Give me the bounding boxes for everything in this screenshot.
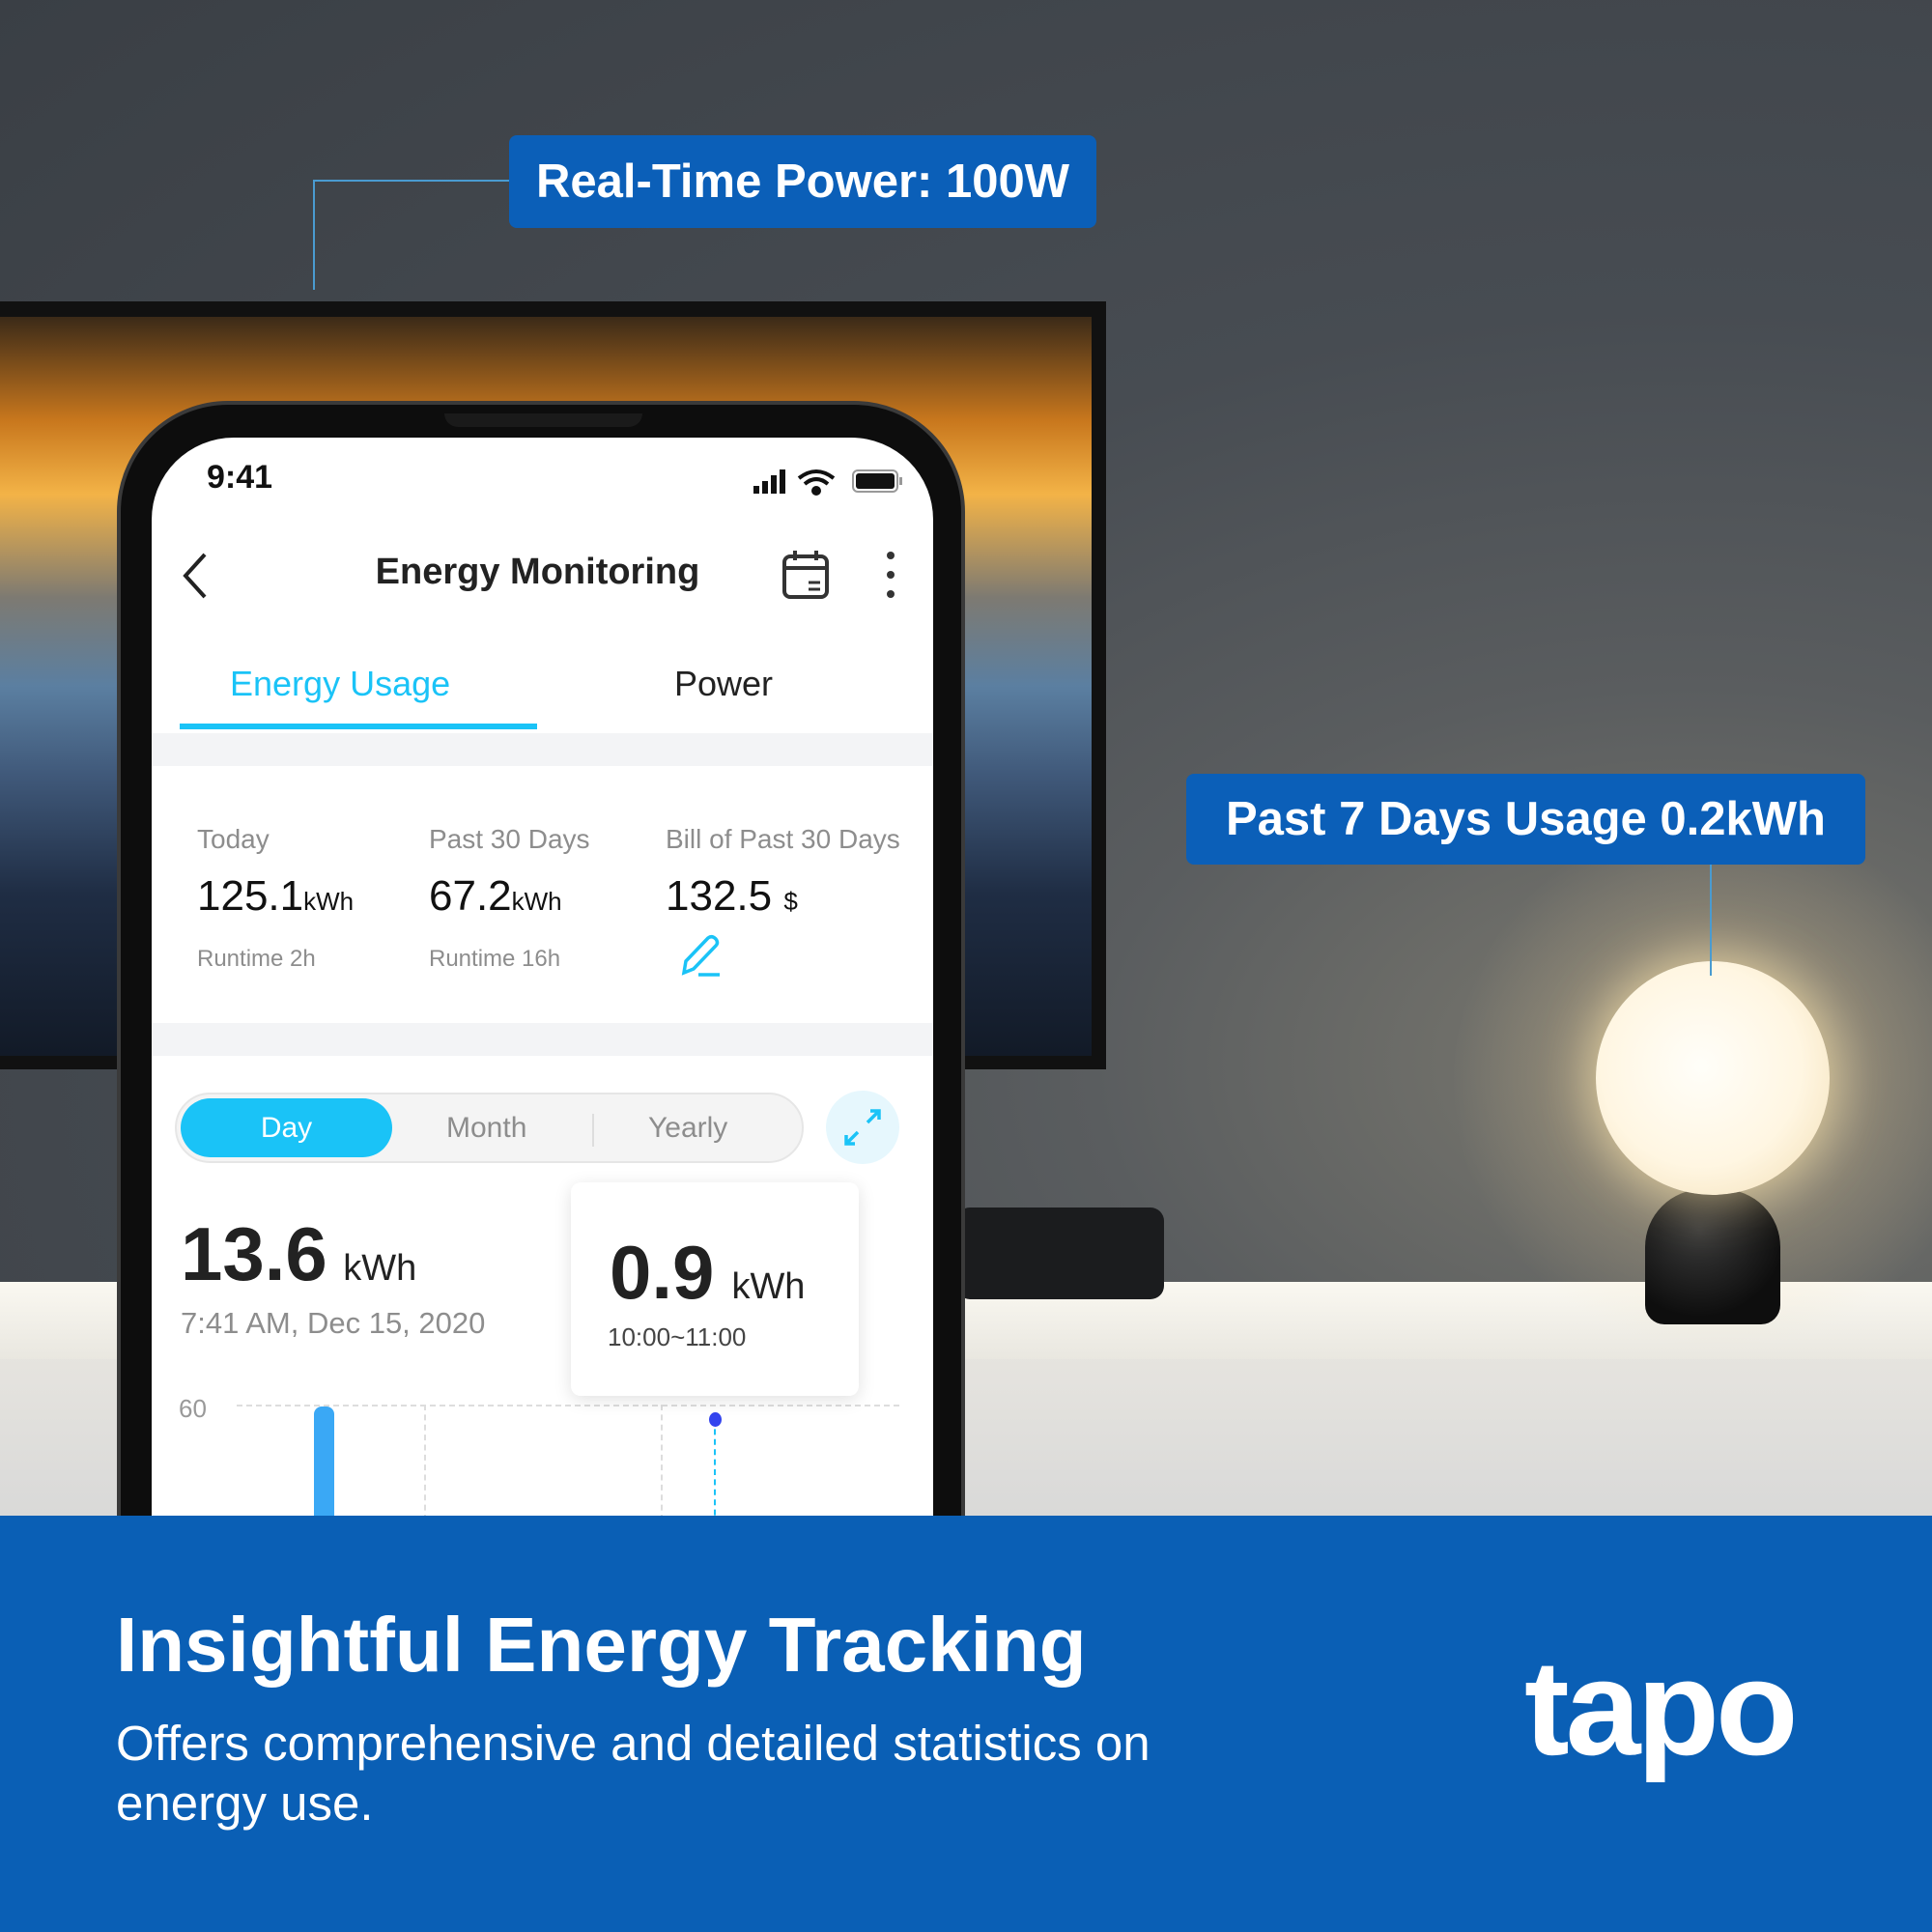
- stat-value: 67.2: [429, 872, 512, 920]
- lamp-base: [1645, 1189, 1780, 1324]
- wifi-icon: [797, 469, 836, 496]
- tooltip-range: 10:00~11:00: [608, 1322, 747, 1351]
- stat-value: 132.5: [666, 872, 773, 920]
- speaker-notch: [444, 413, 642, 427]
- chart-bar: [314, 1406, 334, 1516]
- realtime-power-callout: Real-Time Power: 100W: [509, 135, 1096, 228]
- y-tick-label: 60: [179, 1394, 207, 1423]
- tooltip-line: [714, 1419, 716, 1516]
- pencil-icon[interactable]: [679, 934, 724, 979]
- period-month[interactable]: Month: [446, 1112, 527, 1144]
- calendar-icon[interactable]: [781, 549, 830, 601]
- banner: Insightful Energy Tracking Offers compre…: [0, 1516, 1932, 1932]
- active-tab-indicator: [180, 724, 537, 729]
- chart-point: [709, 1412, 722, 1427]
- gridline: [424, 1405, 426, 1516]
- stat-runtime: Runtime 2h: [197, 946, 316, 972]
- period-selector: Day Month Yearly: [175, 1093, 804, 1163]
- tooltip-value: 0.9: [610, 1230, 715, 1315]
- stat-unit: $: [783, 887, 798, 916]
- chart: 60: [152, 1394, 933, 1516]
- tab-power[interactable]: Power: [674, 664, 774, 703]
- stat-bill: Bill of Past 30 Days 132.5 $: [666, 824, 900, 983]
- stat-unit: kWh: [511, 887, 562, 916]
- period-day[interactable]: Day: [181, 1098, 392, 1157]
- tooltip-card: 0.9 kWh 10:00~11:00: [571, 1182, 859, 1396]
- page-title: Energy Monitoring: [375, 552, 700, 592]
- stat-label: Past 30 Days: [429, 824, 590, 854]
- battery-icon: [852, 469, 902, 493]
- tooltip-unit: kWh: [731, 1266, 806, 1307]
- tapo-logo: tapo: [1524, 1632, 1799, 1783]
- summary-unit: kWh: [343, 1248, 417, 1289]
- stat-unit: kWh: [303, 887, 355, 916]
- gridline: [237, 1405, 899, 1406]
- leader-line: [313, 180, 509, 182]
- stat-runtime: Runtime 16h: [429, 946, 561, 972]
- banner-title: Insightful Energy Tracking: [116, 1602, 1087, 1688]
- summary: 13.6 kWh 7:41 AM, Dec 15, 2020: [181, 1210, 485, 1341]
- more-vertical-icon[interactable]: [884, 549, 897, 601]
- back-chevron-icon[interactable]: [181, 552, 210, 600]
- summary-timestamp: 7:41 AM, Dec 15, 2020: [181, 1306, 486, 1340]
- status-icons: [753, 469, 902, 496]
- summary-value: 13.6: [181, 1211, 327, 1296]
- tab-energy-usage[interactable]: Energy Usage: [230, 664, 451, 703]
- stat-label: Today: [197, 824, 270, 854]
- stat-value: 125.1: [197, 872, 304, 920]
- banner-subtitle: Offers comprehensive and detailed statis…: [116, 1716, 1151, 1831]
- signal-icon: [753, 469, 785, 494]
- past7-callout: Past 7 Days Usage 0.2kWh: [1186, 774, 1865, 865]
- leader-line: [313, 180, 315, 290]
- tv-stand: [956, 1208, 1164, 1299]
- lamp-globe: [1596, 961, 1830, 1195]
- stat-today: Today 125.1kWh Runtime 2h: [197, 824, 354, 973]
- divider-band: [152, 733, 933, 766]
- phone-screen: 9:41 Energy Monitoring Energy Usage Powe…: [152, 438, 933, 1516]
- divider-band: [152, 1023, 933, 1056]
- segment-divider: [592, 1114, 594, 1147]
- gridline: [661, 1405, 663, 1516]
- leader-line: [1710, 865, 1712, 976]
- status-time: 9:41: [207, 459, 273, 496]
- stat-label: Bill of Past 30 Days: [666, 824, 900, 854]
- period-yearly[interactable]: Yearly: [648, 1112, 728, 1144]
- expand-icon[interactable]: [826, 1091, 899, 1164]
- stat-past-30-days: Past 30 Days 67.2kWh Runtime 16h: [429, 824, 590, 973]
